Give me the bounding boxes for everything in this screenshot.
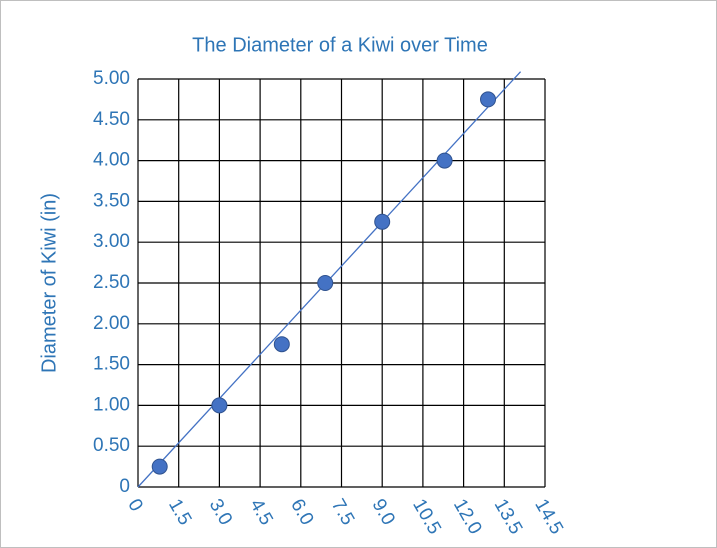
chart-title: The Diameter of a Kiwi over Time (192, 34, 488, 56)
y-tick-label: 3.50 (93, 190, 130, 211)
y-tick-label: 2.50 (93, 272, 130, 293)
y-tick-label: 4.50 (93, 109, 130, 130)
y-tick-label: 4.00 (93, 150, 130, 171)
data-point (374, 213, 391, 230)
data-point (317, 275, 334, 291)
data-point (211, 397, 228, 414)
y-tick-label: 1.00 (93, 394, 130, 415)
data-point (436, 152, 453, 169)
data-point (151, 458, 168, 475)
y-tick-label: 3.00 (93, 231, 130, 252)
y-tick-label: 2.00 (93, 313, 130, 334)
y-axis-label: Diameter of Kiwi (in) (38, 193, 60, 373)
y-tick-label: 0.50 (93, 435, 130, 456)
y-tick-label: 1.50 (93, 354, 130, 375)
data-point (273, 336, 290, 353)
y-tick-label: 5.00 (93, 68, 130, 89)
y-tick-label: 0 (119, 476, 130, 497)
data-point (480, 91, 497, 108)
